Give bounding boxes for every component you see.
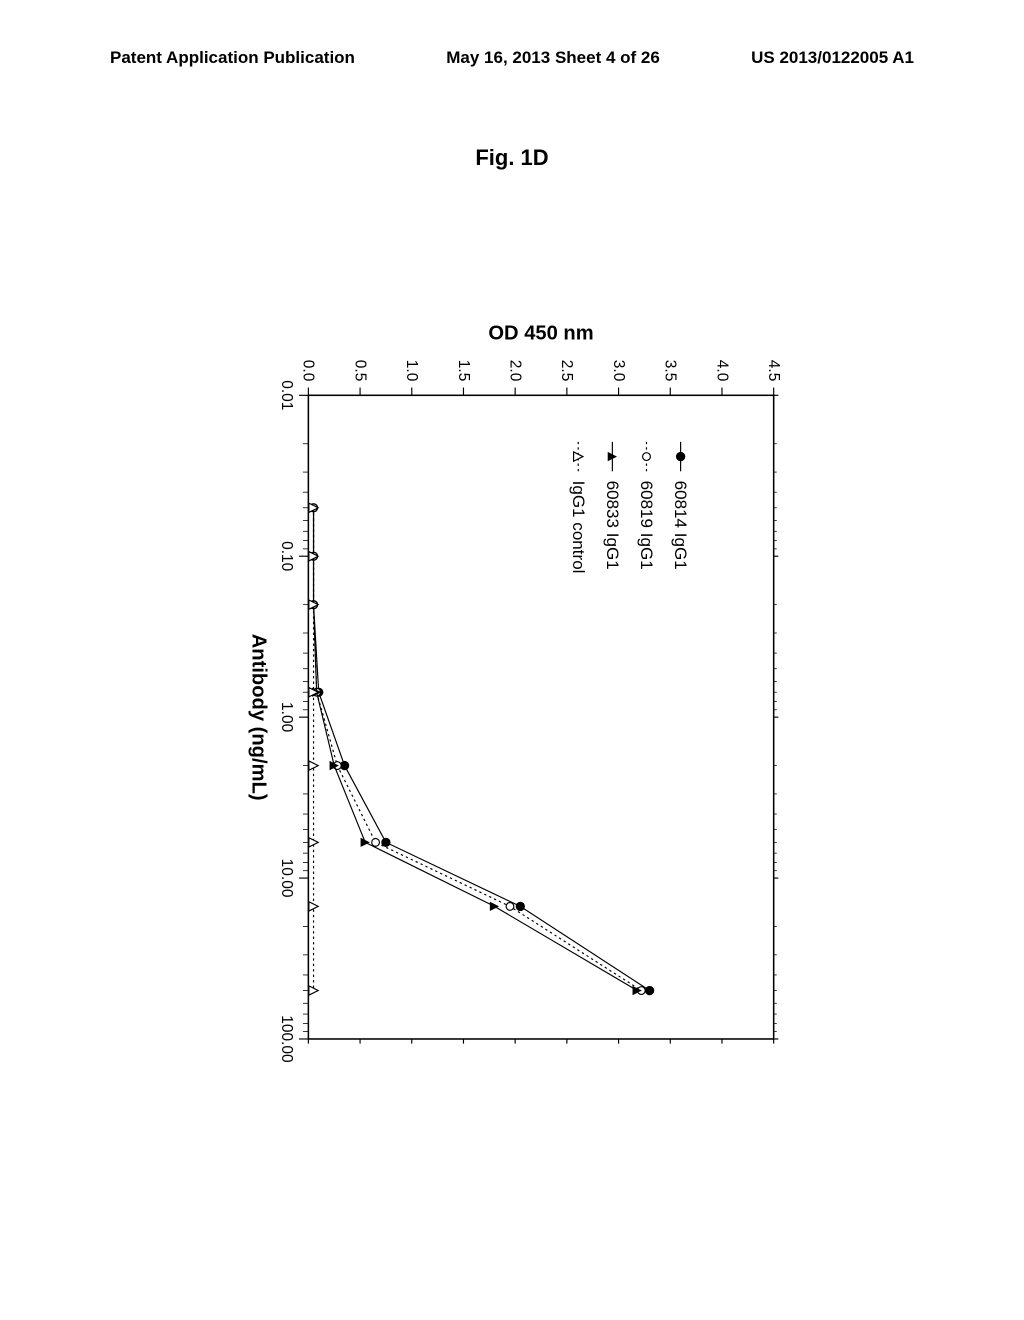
svg-text:1.0: 1.0 — [403, 360, 420, 382]
svg-text:10.00: 10.00 — [278, 859, 295, 898]
svg-text:2.0: 2.0 — [507, 360, 524, 382]
svg-text:60833 IgG1: 60833 IgG1 — [603, 481, 622, 570]
svg-text:1.00: 1.00 — [278, 702, 295, 733]
svg-text:IgG1 control: IgG1 control — [569, 481, 588, 574]
svg-text:0.0: 0.0 — [300, 360, 317, 382]
svg-text:0.10: 0.10 — [278, 541, 295, 572]
svg-text:3.0: 3.0 — [610, 360, 627, 382]
header: Patent Application Publication May 16, 2… — [0, 48, 1024, 68]
svg-text:0.01: 0.01 — [278, 380, 295, 410]
header-center: May 16, 2013 Sheet 4 of 26 — [446, 48, 660, 68]
svg-text:60814 IgG1: 60814 IgG1 — [671, 481, 690, 570]
svg-text:1.5: 1.5 — [455, 360, 472, 382]
svg-text:OD 450 nm: OD 450 nm — [488, 322, 593, 344]
svg-text:4.0: 4.0 — [713, 360, 730, 382]
header-left: Patent Application Publication — [110, 48, 355, 68]
svg-text:60819 IgG1: 60819 IgG1 — [637, 481, 656, 570]
chart-svg: 0.0 0.5 1.0 1.5 2.0 2.5 3.0 3.5 4.0 4.5 OD 450 nm 0… — [20, 310, 1000, 1070]
svg-text:3.5: 3.5 — [662, 360, 679, 382]
svg-text:2.5: 2.5 — [558, 360, 575, 382]
svg-text:Antibody (ng/mL): Antibody (ng/mL) — [248, 634, 270, 801]
header-right: US 2013/0122005 A1 — [751, 48, 914, 68]
svg-text:100.00: 100.00 — [278, 1015, 295, 1063]
svg-text:4.5: 4.5 — [765, 360, 782, 382]
svg-text:0.5: 0.5 — [351, 360, 368, 382]
figure-title: Fig. 1D — [0, 145, 1024, 171]
chart-container: 0.0 0.5 1.0 1.5 2.0 2.5 3.0 3.5 4.0 4.5 OD 450 nm 0… — [20, 310, 1000, 1070]
